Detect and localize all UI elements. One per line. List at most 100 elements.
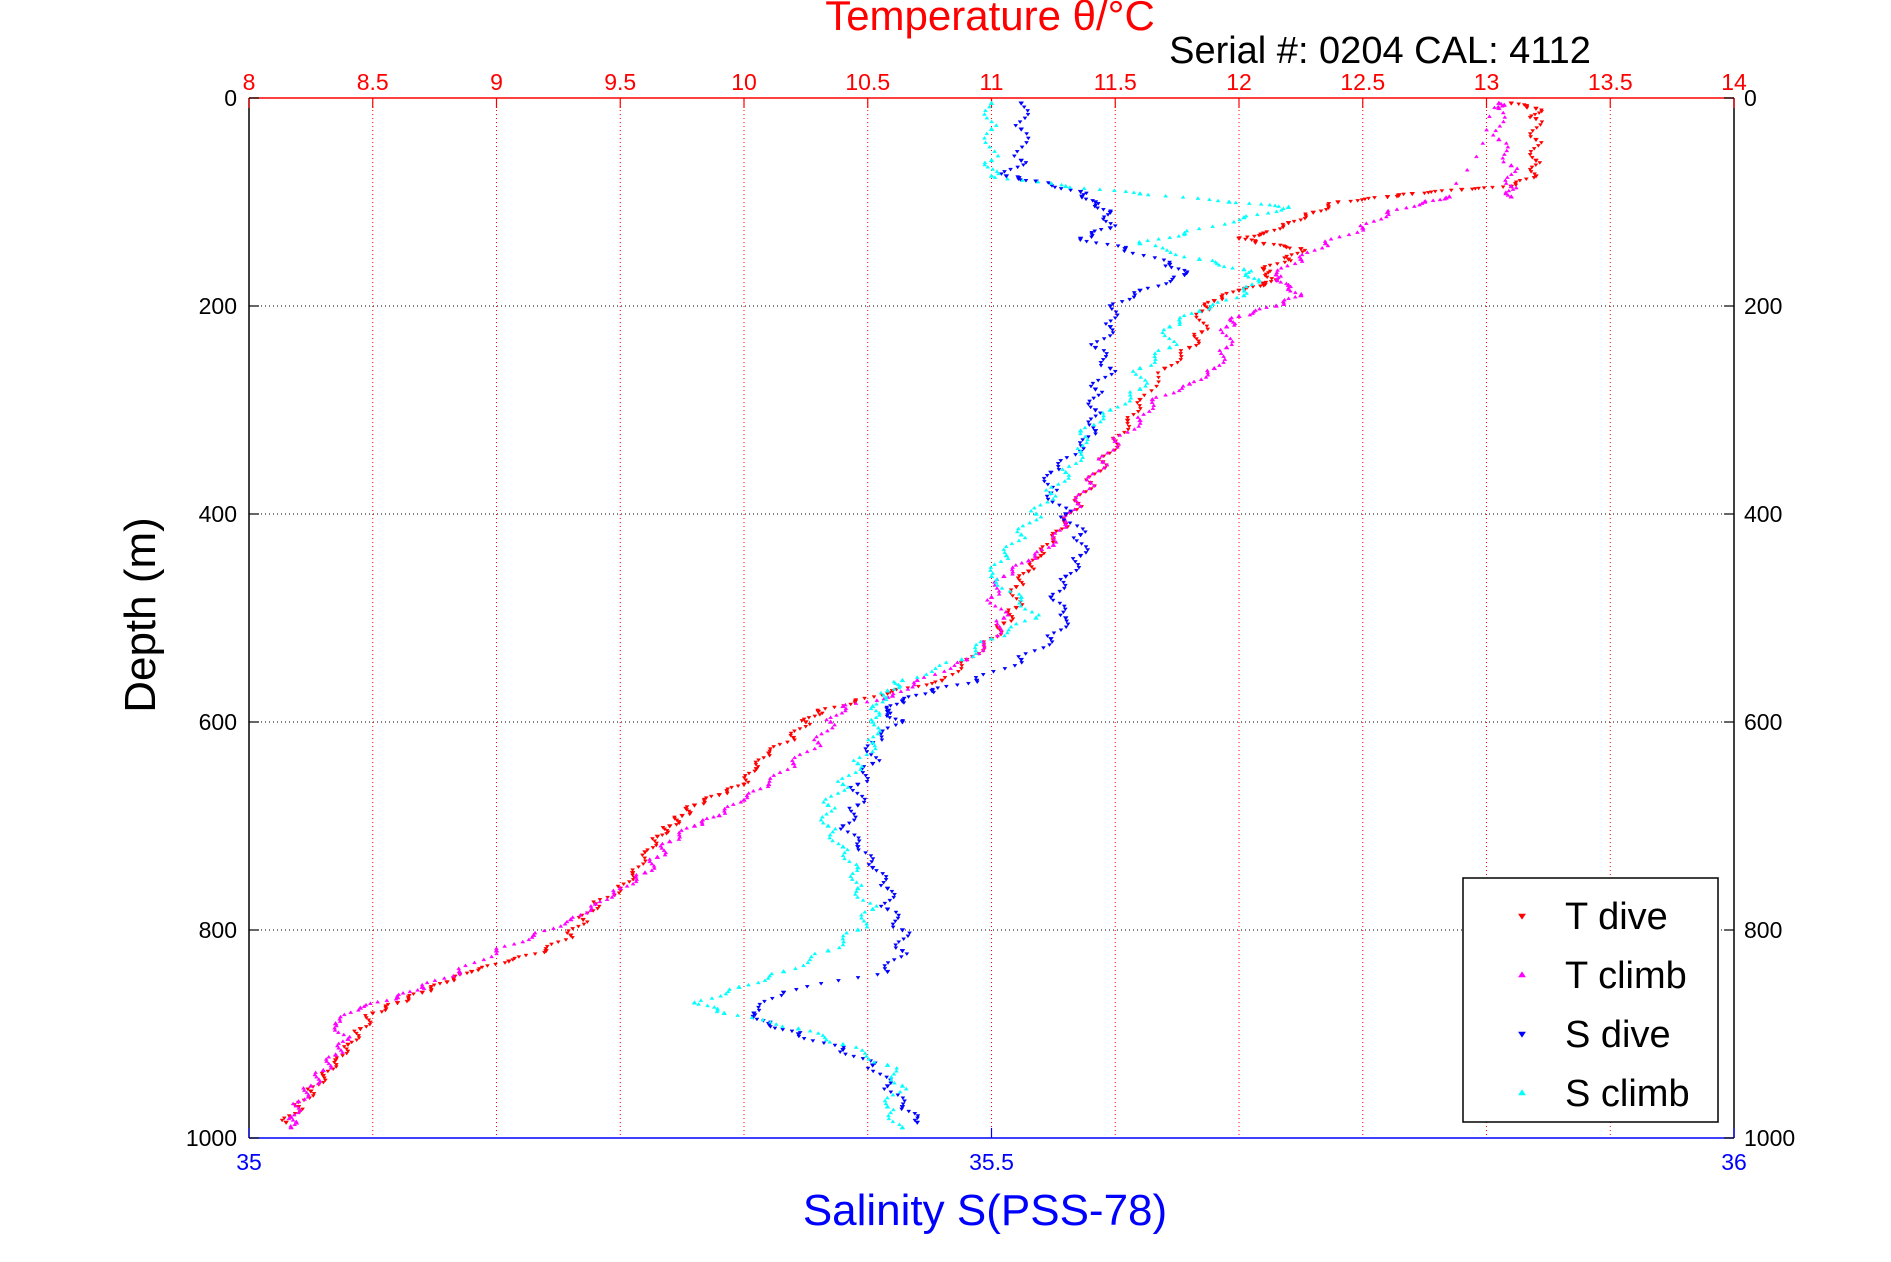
data-point: [1112, 369, 1118, 374]
data-point: [950, 673, 955, 677]
data-point: [1107, 226, 1114, 231]
data-point: [1098, 364, 1104, 368]
data-point: [302, 1097, 307, 1101]
data-point: [1160, 245, 1166, 250]
top-tick-label: 9: [490, 69, 503, 95]
data-point: [999, 627, 1004, 632]
data-point: [1355, 199, 1361, 203]
data-point: [1098, 228, 1104, 232]
data-point: [642, 850, 648, 855]
data-point: [982, 135, 987, 140]
data-point: [1136, 424, 1142, 428]
data-point: [1508, 183, 1515, 189]
data-point: [1163, 282, 1169, 286]
right-tick-label: 1000: [1744, 1125, 1795, 1151]
data-point: [506, 959, 512, 964]
data-point: [563, 938, 569, 942]
data-point: [319, 1071, 325, 1076]
data-point: [337, 1019, 343, 1023]
data-point: [1243, 237, 1248, 242]
data-point: [1115, 313, 1120, 318]
data-point: [1163, 264, 1168, 269]
data-point: [785, 767, 791, 771]
data-point: [1258, 284, 1263, 289]
data-point: [624, 884, 630, 888]
data-point: [1046, 545, 1052, 549]
data-point: [1132, 427, 1137, 431]
data-point: [1430, 198, 1436, 202]
data-point: [1052, 531, 1058, 535]
data-point: [1285, 287, 1291, 292]
data-point: [576, 924, 581, 929]
data-point: [1251, 276, 1257, 280]
data-point: [1025, 112, 1031, 117]
data-point: [771, 773, 777, 777]
data-point: [1186, 345, 1193, 351]
data-point: [1153, 357, 1158, 361]
data-point: [882, 964, 888, 968]
data-point: [904, 952, 910, 956]
data-point: [1243, 284, 1249, 289]
data-point: [1130, 251, 1136, 256]
data-point: [845, 847, 850, 852]
data-point: [996, 592, 1002, 596]
data-point: [820, 820, 826, 825]
data-point: [846, 821, 852, 826]
data-point: [869, 761, 876, 767]
data-point: [354, 1038, 360, 1043]
data-point: [361, 1004, 367, 1008]
data-point: [882, 1098, 888, 1103]
data-point: [988, 636, 995, 641]
data-point: [988, 126, 995, 131]
data-point: [1112, 316, 1118, 321]
data-point: [911, 682, 917, 687]
data-point: [1087, 399, 1092, 404]
data-point: [891, 1080, 897, 1085]
data-point: [998, 559, 1004, 563]
data-point: [366, 1018, 372, 1023]
data-point: [722, 811, 728, 815]
top-tick-label: 8.5: [357, 69, 389, 95]
data-point: [757, 1002, 763, 1007]
data-point: [864, 699, 870, 704]
data-point: [849, 877, 855, 881]
data-point: [983, 108, 988, 113]
data-point: [860, 898, 866, 902]
data-point: [511, 941, 517, 946]
data-point: [832, 826, 838, 831]
data-point: [1022, 116, 1028, 121]
data-point: [1145, 192, 1151, 197]
data-point: [873, 708, 879, 713]
data-point: [1484, 127, 1489, 132]
data-point: [1125, 416, 1131, 420]
data-point: [994, 583, 1000, 587]
data-point: [1247, 312, 1253, 317]
data-point: [300, 1107, 305, 1112]
data-point: [830, 829, 836, 834]
data-point: [817, 713, 823, 717]
data-point: [611, 892, 617, 897]
data-point: [305, 1087, 311, 1092]
right-tick-label: 200: [1744, 293, 1782, 319]
data-point: [1019, 145, 1025, 150]
data-point: [864, 924, 870, 929]
data-point: [1063, 625, 1069, 630]
data-point: [837, 1050, 843, 1054]
data-point: [725, 804, 730, 809]
data-point: [1119, 300, 1125, 304]
data-point: [1051, 537, 1057, 541]
data-point: [367, 1022, 373, 1027]
data-point: [897, 1122, 902, 1127]
data-point: [992, 603, 998, 608]
data-point: [741, 782, 747, 788]
data-point: [1503, 181, 1509, 185]
data-point: [848, 874, 854, 878]
data-point: [1096, 456, 1102, 461]
data-point: [1092, 408, 1099, 413]
data-point: [992, 562, 997, 566]
data-point: [854, 889, 859, 893]
data-point: [1061, 610, 1066, 615]
data-point: [1223, 344, 1230, 350]
data-point: [891, 895, 897, 900]
